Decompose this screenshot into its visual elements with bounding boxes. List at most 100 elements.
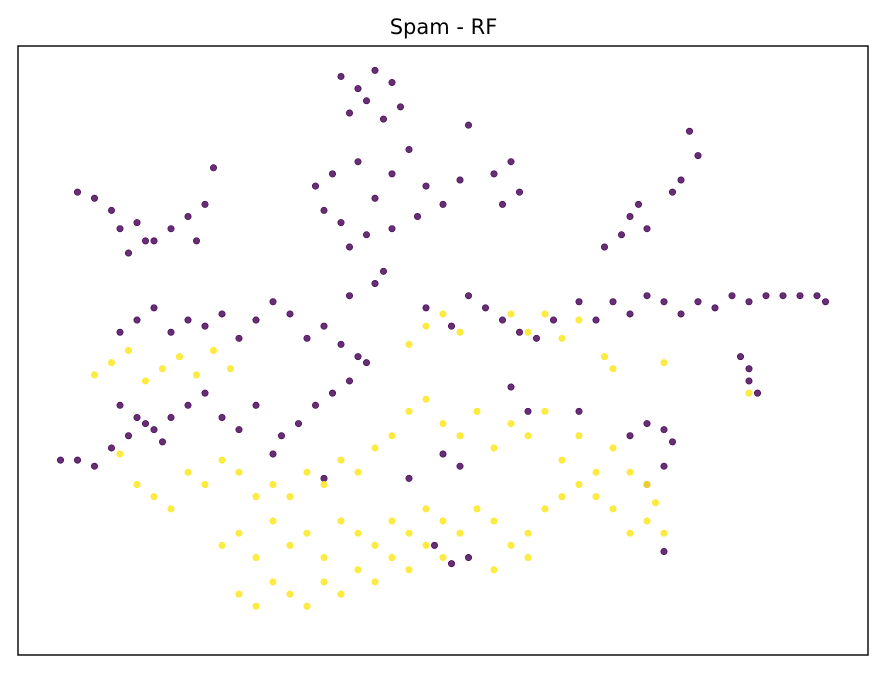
scatter-point	[184, 316, 192, 324]
scatter-point	[439, 517, 447, 525]
scatter-point	[524, 432, 532, 440]
scatter-point	[668, 188, 676, 196]
scatter-point	[507, 420, 515, 428]
scatter-point	[201, 322, 209, 330]
scatter-point	[456, 328, 464, 336]
scatter-point	[762, 292, 770, 300]
scatter-point	[354, 158, 362, 166]
scatter-point	[456, 432, 464, 440]
scatter-point	[320, 474, 328, 482]
scatter-point	[643, 420, 651, 428]
scatter-point	[116, 328, 124, 336]
scatter-point	[184, 213, 192, 221]
scatter-point	[286, 310, 294, 318]
scatter-point	[294, 420, 302, 428]
scatter-point	[56, 456, 64, 464]
scatter-point	[490, 566, 498, 574]
scatter-point	[371, 194, 379, 202]
scatter-point	[490, 517, 498, 525]
scatter-point	[634, 200, 642, 208]
scatter-point	[609, 298, 617, 306]
scatter-point	[541, 407, 549, 415]
scatter-point	[328, 389, 336, 397]
scatter-point	[711, 304, 719, 312]
scatter-point	[439, 420, 447, 428]
scatter-point	[609, 365, 617, 373]
scatter-point	[108, 444, 116, 452]
scatter-point	[405, 340, 413, 348]
scatter-point	[133, 480, 141, 488]
scatter-point	[660, 298, 668, 306]
scatter-point	[430, 541, 438, 549]
scatter-point	[507, 541, 515, 549]
scatter-point	[269, 517, 277, 525]
scatter-point	[745, 377, 753, 385]
scatter-point	[320, 578, 328, 586]
scatter-point	[422, 505, 430, 513]
scatter-point	[210, 164, 218, 172]
scatter-point	[354, 566, 362, 574]
scatter-point	[405, 566, 413, 574]
scatter-point	[600, 243, 608, 251]
scatter-point	[379, 267, 387, 275]
scatter-point	[558, 493, 566, 501]
chart-title: Spam - RF	[390, 15, 498, 39]
scatter-point	[218, 413, 226, 421]
scatter-point	[142, 377, 150, 385]
scatter-point	[668, 438, 676, 446]
scatter-point	[626, 468, 634, 476]
scatter-point	[201, 480, 209, 488]
scatter-point	[498, 316, 506, 324]
scatter-point	[643, 480, 651, 488]
scatter-point	[592, 316, 600, 324]
scatter-point	[193, 237, 201, 245]
scatter-point	[796, 292, 804, 300]
scatter-point	[507, 383, 515, 391]
scatter-point	[210, 346, 218, 354]
scatter-point	[439, 554, 447, 562]
scatter-point	[473, 505, 481, 513]
scatter-point	[91, 194, 99, 202]
scatter-point	[456, 529, 464, 537]
scatter-point	[473, 407, 481, 415]
scatter-point	[371, 280, 379, 288]
scatter-point	[125, 432, 133, 440]
scatter-point	[575, 407, 583, 415]
scatter-point	[660, 529, 668, 537]
scatter-point	[150, 493, 158, 501]
scatter-points	[56, 66, 829, 610]
scatter-point	[201, 200, 209, 208]
scatter-point	[218, 310, 226, 318]
scatter-point	[116, 225, 124, 233]
scatter-point	[753, 389, 761, 397]
scatter-point	[541, 505, 549, 513]
scatter-point	[745, 298, 753, 306]
scatter-point	[252, 493, 260, 501]
scatter-point	[405, 529, 413, 537]
scatter-point	[91, 371, 99, 379]
scatter-point	[439, 310, 447, 318]
scatter-point	[507, 158, 515, 166]
scatter-point	[116, 450, 124, 458]
scatter-point	[218, 541, 226, 549]
scatter-point	[643, 225, 651, 233]
scatter-point	[218, 456, 226, 464]
scatter-point	[388, 225, 396, 233]
scatter-point	[286, 541, 294, 549]
scatter-point	[660, 547, 668, 555]
scatter-point	[142, 237, 150, 245]
scatter-point	[643, 292, 651, 300]
scatter-point	[388, 432, 396, 440]
scatter-point	[524, 554, 532, 562]
scatter-point	[345, 292, 353, 300]
scatter-point	[524, 407, 532, 415]
scatter-point	[150, 426, 158, 434]
scatter-point	[643, 517, 651, 525]
scatter-point	[813, 292, 821, 300]
scatter-point	[252, 602, 260, 610]
scatter-point	[337, 590, 345, 598]
scatter-point	[379, 115, 387, 123]
scatter-point	[498, 200, 506, 208]
scatter-point	[388, 79, 396, 87]
scatter-point	[133, 316, 141, 324]
